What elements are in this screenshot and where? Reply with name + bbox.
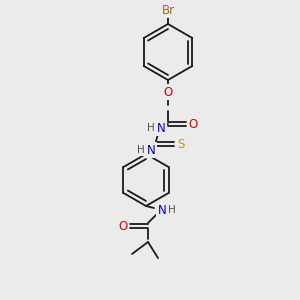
Text: N: N <box>147 143 155 157</box>
Text: Br: Br <box>161 4 175 16</box>
Text: H: H <box>147 123 155 133</box>
Text: O: O <box>118 220 127 232</box>
Text: O: O <box>188 118 198 130</box>
Text: N: N <box>157 122 165 134</box>
Text: S: S <box>177 137 185 151</box>
Text: H: H <box>168 205 176 215</box>
Text: O: O <box>164 85 172 98</box>
Text: H: H <box>137 145 145 155</box>
Text: N: N <box>158 203 166 217</box>
